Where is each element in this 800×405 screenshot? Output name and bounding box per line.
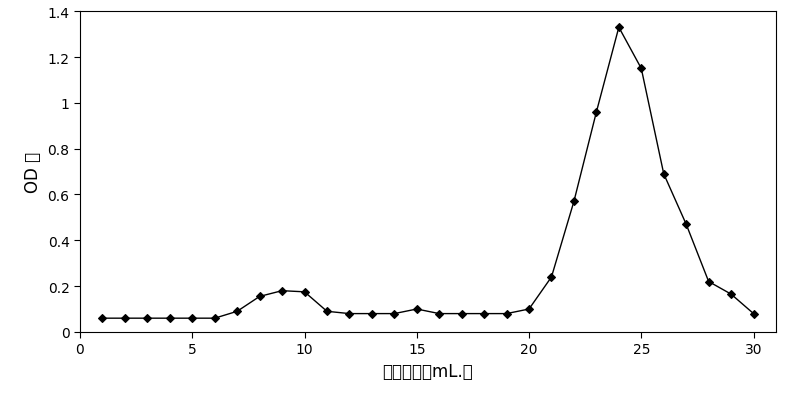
X-axis label: 洗脱体积（mL.）: 洗脱体积（mL.） (382, 362, 474, 380)
Y-axis label: OD 値: OD 値 (24, 151, 42, 193)
